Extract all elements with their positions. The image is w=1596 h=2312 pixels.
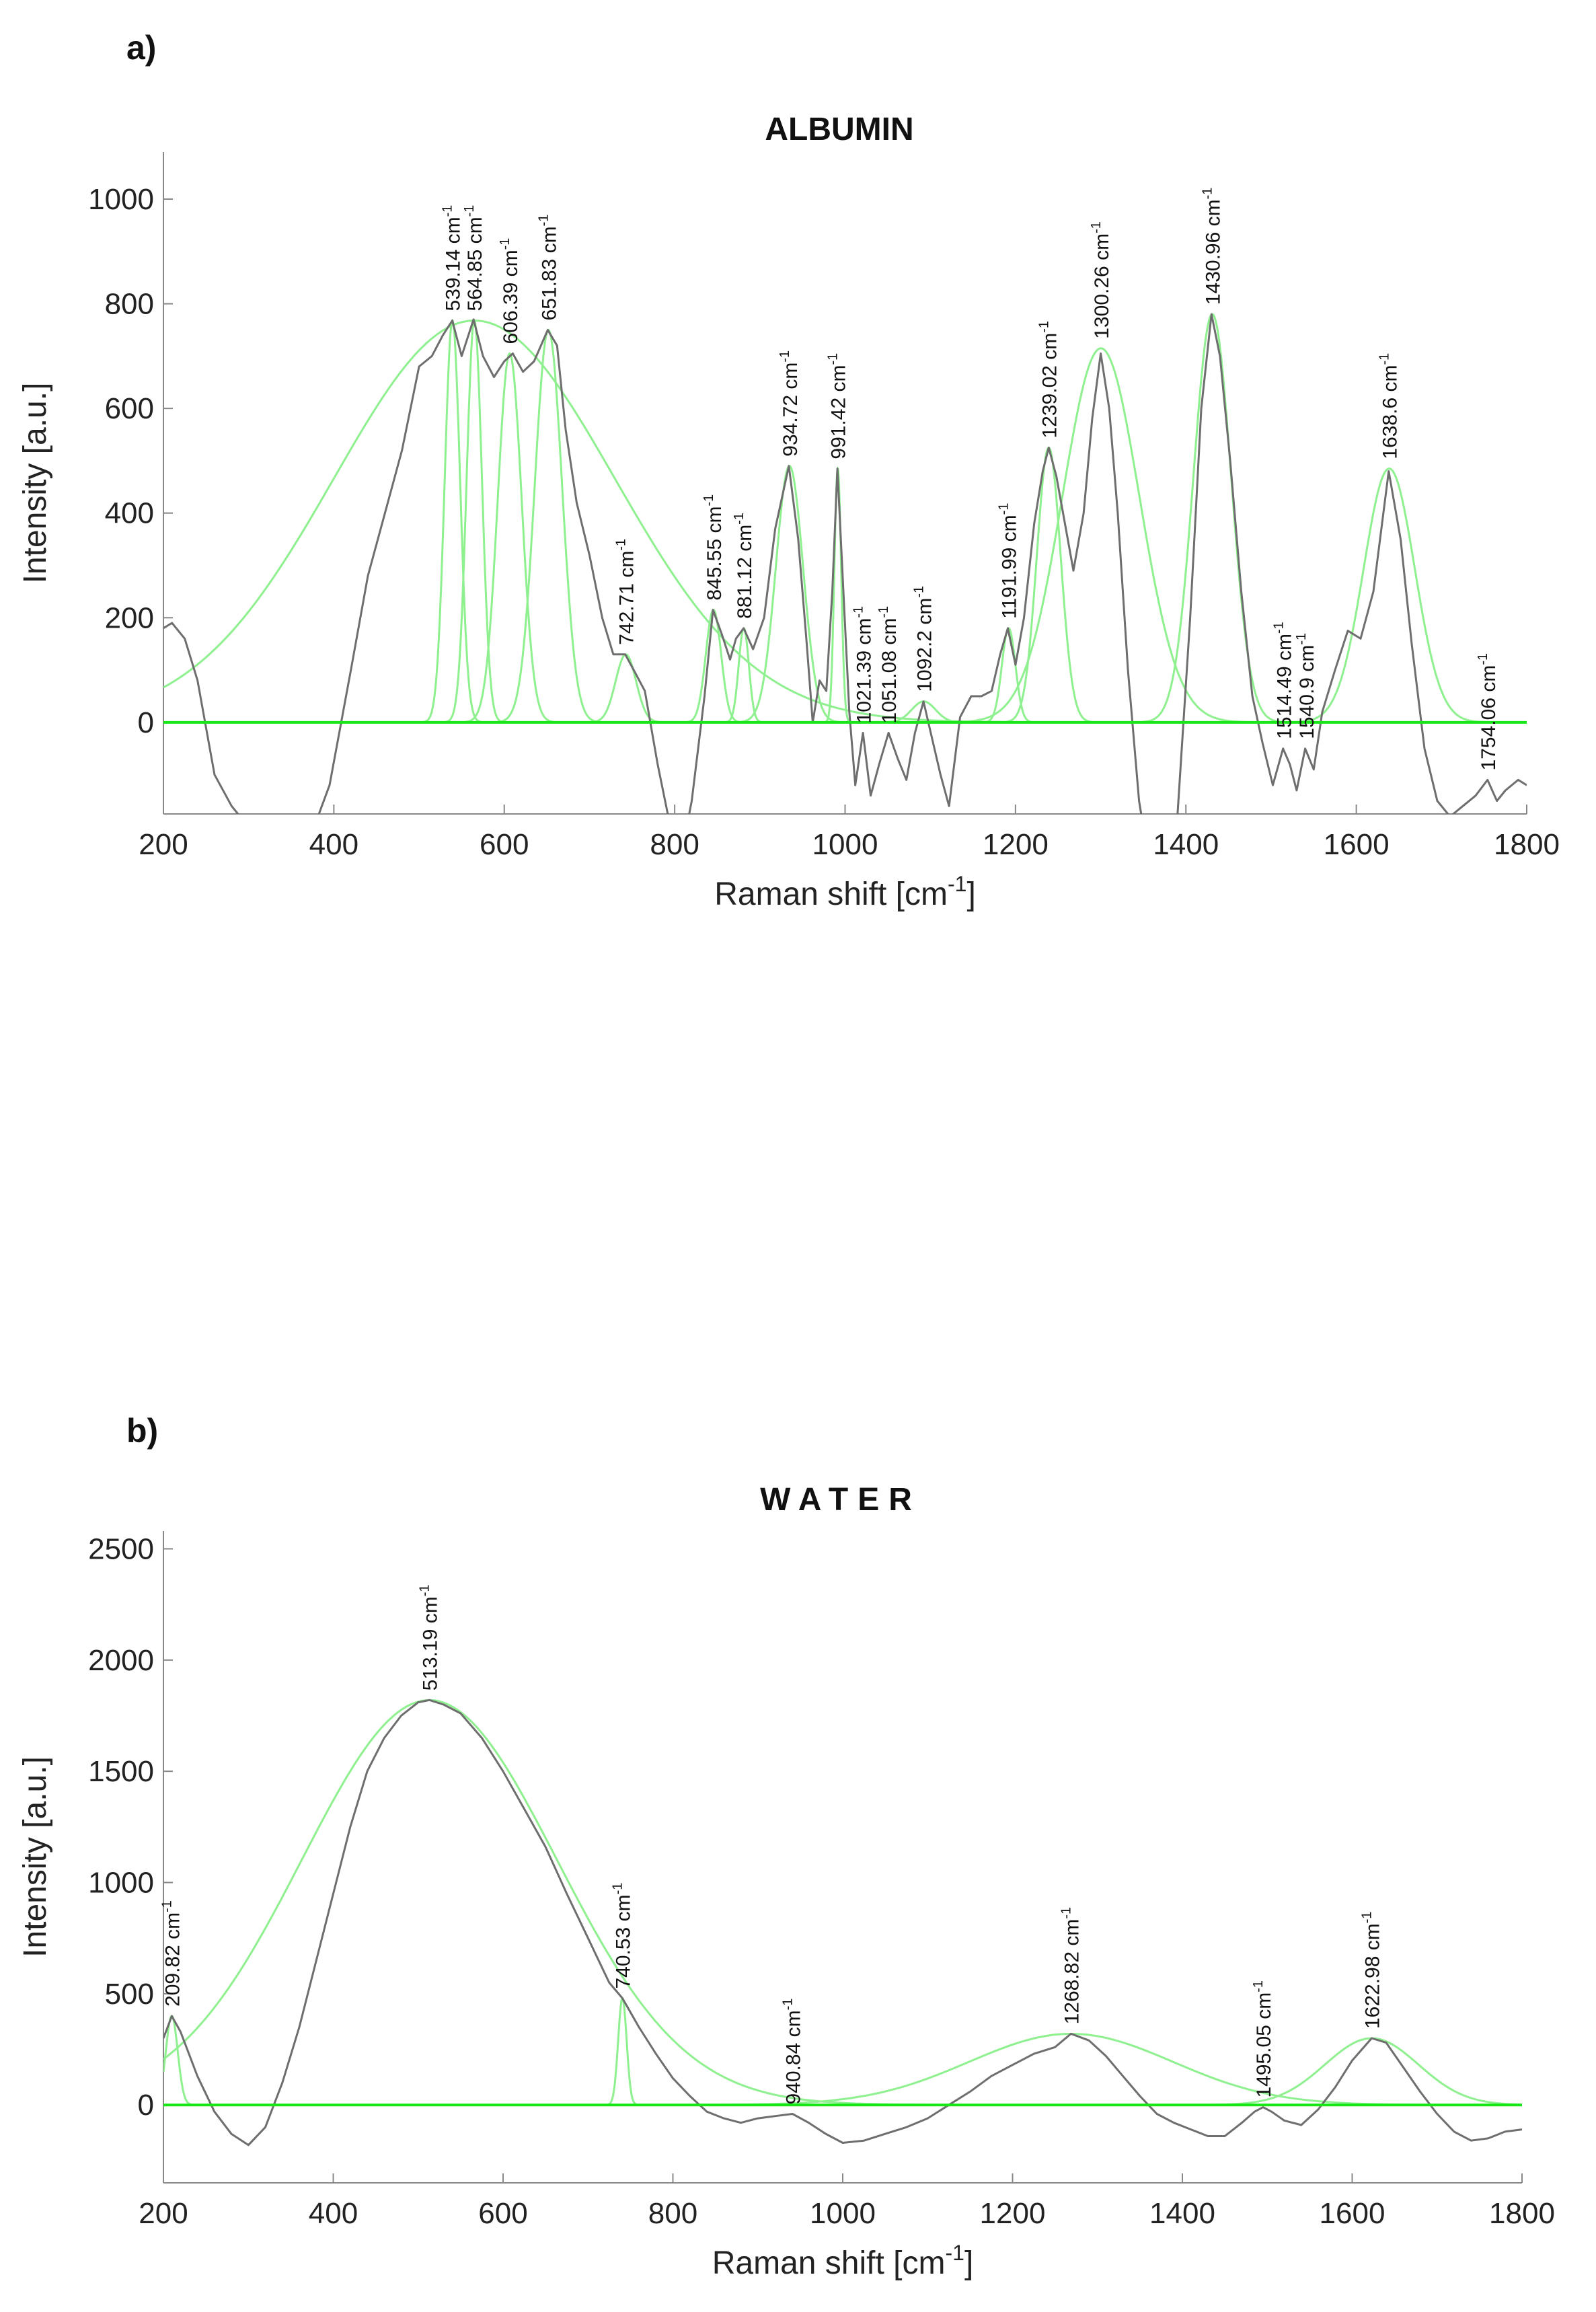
x-tick-label: 600 <box>480 828 529 861</box>
fit-component-curve <box>870 347 1331 724</box>
peak-label: 991.42 cm-1 <box>826 353 850 459</box>
chart-title-albumin: ALBUMIN <box>765 112 914 147</box>
y-tick-label: 2000 <box>88 1644 154 1677</box>
panel-label-b: b) <box>126 1412 159 1450</box>
axes: 200 400 600 800 1000 1200 1400 1600 1800 0 500 1000… <box>88 1531 1555 2230</box>
fit-component-curve <box>459 2032 1522 2106</box>
fit-component-curve <box>597 1997 648 2106</box>
x-tick-label: 1200 <box>980 2197 1046 2230</box>
x-axis-title: Raman shift [cm-1] <box>714 872 976 912</box>
fit-component-curve <box>708 464 872 724</box>
peak-label: 606.39 cm-1 <box>498 238 522 344</box>
peak-label: 209.82 cm-1 <box>159 1900 184 2007</box>
panel-albumin: a) ALBUMIN 200 400 600 800 1000 1200 1400 1600 1… <box>0 0 1596 942</box>
y-tick-label: 500 <box>105 1978 154 2011</box>
y-axis-title: Intensity [a.u.] <box>17 383 53 584</box>
peak-label: 1430.96 cm-1 <box>1200 188 1224 305</box>
y-tick-label: 1500 <box>88 1755 154 1788</box>
x-tick-label: 1400 <box>1149 2197 1215 2230</box>
x-axis-title: Raman shift [cm-1] <box>712 2241 974 2281</box>
peak-label: 1021.39 cm-1 <box>851 606 876 724</box>
peak-label: 1495.05 cm-1 <box>1251 1980 1275 2098</box>
albumin-raman-chart: 200 400 600 800 1000 1200 1400 1600 1800 0 200 400 6… <box>17 152 1560 912</box>
fit-component-curve <box>1091 2037 1522 2106</box>
x-tick-label: 1400 <box>1153 828 1219 861</box>
y-tick-label: 1000 <box>88 1867 154 1900</box>
peak-label: 1754.06 cm-1 <box>1476 653 1500 771</box>
y-tick-label: 0 <box>138 706 154 739</box>
fit-component-curve <box>967 627 1050 724</box>
peak-label: 1300.26 cm-1 <box>1089 221 1113 339</box>
panel-label-a: a) <box>126 29 157 67</box>
peak-label: 539.14 cm-1 <box>441 205 465 311</box>
peak-label: 1191.99 cm-1 <box>997 503 1021 619</box>
spectrum-line <box>163 313 1527 814</box>
fit-component-curve <box>163 1699 1194 2106</box>
x-tick-label: 200 <box>139 2197 188 2230</box>
peak-label: 740.53 cm-1 <box>610 1883 634 1989</box>
y-axis-title: Intensity [a.u.] <box>17 1756 53 1957</box>
chart-title-water: WATER <box>760 1482 921 1518</box>
water-raman-chart: 200 400 600 800 1000 1200 1400 1600 1800 0 500 1000… <box>17 1531 1555 2281</box>
peak-label: 1051.08 cm-1 <box>876 606 901 724</box>
x-tick-label: 1800 <box>1489 2197 1555 2230</box>
y-tick-label: 400 <box>105 497 154 530</box>
peak-label: 1514.49 cm-1 <box>1271 622 1295 739</box>
spectrum-line <box>163 1699 1522 2147</box>
peak-label: 513.19 cm-1 <box>417 1584 441 1690</box>
peak-label: 1268.82 cm-1 <box>1059 1907 1083 2025</box>
panel-water: b) WATER 200 400 600 800 1000 1200 1400 1600 180… <box>0 1399 1596 2312</box>
x-tick-label: 1800 <box>1494 828 1560 861</box>
y-tick-label: 200 <box>105 601 154 634</box>
x-tick-label: 800 <box>650 828 699 861</box>
plot-area <box>163 1699 1522 2147</box>
axes: 200 400 600 800 1000 1200 1400 1600 1800 0 200 400 6… <box>88 152 1560 861</box>
peak-label: 742.71 cm-1 <box>614 539 638 645</box>
x-tick-label: 200 <box>139 828 188 861</box>
x-tick-label: 1000 <box>812 828 878 861</box>
x-tick-label: 1000 <box>810 2197 876 2230</box>
peak-label: 651.83 cm-1 <box>536 215 560 321</box>
peak-label: 1092.2 cm-1 <box>911 586 936 692</box>
peak-label: 1540.9 cm-1 <box>1294 633 1318 739</box>
peak-label: 940.84 cm-1 <box>780 1999 804 2105</box>
peak-label: 934.72 cm-1 <box>777 350 802 457</box>
peak-label: 1638.6 cm-1 <box>1377 353 1402 459</box>
x-tick-label: 400 <box>309 828 358 861</box>
y-tick-label: 600 <box>105 392 154 425</box>
y-tick-label: 800 <box>105 288 154 321</box>
y-tick-label: 0 <box>138 2089 154 2122</box>
peak-label: 1622.98 cm-1 <box>1360 1911 1384 2029</box>
peak-label: 1239.02 cm-1 <box>1036 321 1061 439</box>
peak-label: 564.85 cm-1 <box>462 205 486 311</box>
x-tick-label: 1600 <box>1324 828 1390 861</box>
plot-area <box>163 313 1527 814</box>
fit-component-curve <box>406 318 499 724</box>
peak-label: 881.12 cm-1 <box>732 513 756 619</box>
x-tick-label: 400 <box>309 2197 358 2230</box>
fit-component-curve <box>163 2015 208 2106</box>
y-tick-label: 1000 <box>88 183 154 216</box>
y-tick-label: 2500 <box>88 1532 154 1565</box>
fit-component-curve <box>466 328 630 724</box>
x-tick-label: 800 <box>648 2197 697 2230</box>
fit-component-curve <box>428 318 521 724</box>
peak-label: 845.55 cm-1 <box>701 494 726 601</box>
fit-component-curve <box>817 465 858 724</box>
fit-component-curve <box>564 653 687 724</box>
x-tick-label: 1200 <box>983 828 1049 861</box>
x-tick-label: 600 <box>478 2197 527 2230</box>
x-tick-label: 1600 <box>1320 2197 1385 2230</box>
